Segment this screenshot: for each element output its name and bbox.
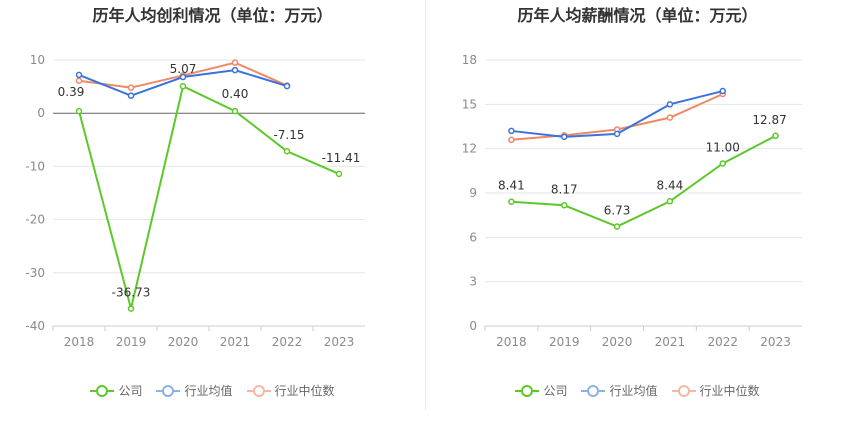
y-tick-label: -30: [25, 266, 45, 280]
x-tick-label: 2022: [707, 335, 738, 349]
legend-label: 公司: [118, 384, 143, 398]
chart-legend: 公司 行业均值 行业中位数: [425, 382, 850, 399]
legend-marker-icon: [246, 384, 271, 398]
x-tick-label: 2020: [602, 335, 633, 349]
salary-chart-svg: 18 15 12 9 6 3 0 2018 2019 2020 2021 2022 2023 8.41 8.…: [462, 53, 802, 349]
legend-item-company[interactable]: 公司: [515, 382, 567, 399]
data-point: [283, 82, 291, 90]
data-point: [127, 92, 135, 99]
legend-label: 行业中位数: [274, 384, 335, 398]
data-point: [719, 87, 726, 95]
series-line-company: [78, 84, 340, 309]
x-tick-label: 2018: [496, 335, 527, 349]
data-point: [666, 114, 674, 121]
x-tick-label: 2019: [549, 335, 580, 349]
legend-item-industry-avg[interactable]: 行业均值: [581, 382, 658, 399]
y-tick-label: 9: [469, 186, 477, 200]
legend-label: 公司: [543, 384, 568, 398]
data-point: [666, 198, 674, 205]
x-tick-label: 2021: [220, 335, 251, 349]
x-tick-label: 2020: [168, 335, 199, 349]
data-label: -36.73: [112, 286, 151, 300]
y-tick-label: 3: [469, 275, 477, 289]
data-point: [75, 77, 83, 84]
chart-title: 历年人均创利情况（单位：万元）: [92, 6, 333, 25]
salary-chart-panel: 历年人均薪酬情况（单位：万元） 18 15 12 9 6 3 0 2018 2019 2020 20…: [425, 0, 850, 437]
legend-marker-icon: [90, 384, 115, 398]
x-tick-label: 2021: [655, 335, 686, 349]
x-tick-label: 2022: [272, 335, 303, 349]
data-label: 5.07: [170, 62, 197, 76]
data-point: [666, 101, 674, 108]
data-label: -11.41: [322, 151, 361, 165]
series-line-company: [511, 134, 777, 228]
data-point: [75, 71, 83, 79]
data-label: 8.41: [498, 179, 525, 193]
data-point: [231, 107, 239, 115]
data-point: [127, 84, 135, 91]
data-point: [508, 198, 515, 205]
data-label: 11.00: [706, 140, 740, 154]
data-point: [561, 202, 568, 209]
data-label: -7.15: [273, 128, 304, 142]
y-tick-label: -20: [25, 213, 45, 227]
data-point: [719, 160, 726, 167]
y-tick-label: 12: [462, 142, 477, 156]
data-point: [561, 133, 568, 141]
data-point: [127, 305, 135, 312]
y-tick-label: 15: [462, 97, 477, 111]
profit-chart-panel: 历年人均创利情况（单位：万元） 10 0 -10 -20 -30 -40 2018 2019 2…: [0, 6, 425, 399]
y-tick-label: 0: [37, 106, 45, 120]
legend-marker-icon: [581, 384, 606, 398]
legend-label: 行业均值: [609, 384, 658, 398]
legend-item-company[interactable]: 公司: [90, 382, 142, 399]
y-tick-label: -40: [25, 319, 45, 333]
data-label: 8.44: [657, 178, 684, 192]
data-label: 6.73: [604, 204, 631, 218]
data-point: [772, 132, 779, 140]
y-tick-label: 0: [469, 319, 477, 333]
data-point: [613, 223, 621, 230]
profit-chart-svg: 10 0 -10 -20 -30 -40 2018 2019 2020 2021 2022 2023 0…: [25, 53, 365, 349]
panel-divider: [425, 0, 426, 410]
data-point: [179, 82, 187, 90]
legend-marker-icon: [156, 384, 181, 398]
data-point: [508, 127, 515, 135]
data-label: 8.17: [551, 182, 578, 196]
y-tick-label: 6: [469, 230, 477, 244]
data-point: [335, 170, 343, 178]
data-point: [179, 73, 187, 81]
legend-item-industry-median[interactable]: 行业中位数: [671, 382, 760, 399]
data-point: [283, 147, 291, 155]
chart-legend: 公司 行业均值 行业中位数: [0, 382, 425, 399]
x-tick-label: 2023: [324, 335, 355, 349]
data-point: [508, 136, 515, 144]
data-point: [231, 66, 239, 74]
data-point: [75, 107, 83, 115]
y-tick-label: -10: [25, 159, 45, 173]
x-tick-label: 2018: [64, 335, 95, 349]
data-label: 12.87: [752, 113, 786, 127]
y-tick-label: 10: [30, 53, 45, 67]
x-tick-label: 2023: [760, 335, 791, 349]
legend-item-industry-median[interactable]: 行业中位数: [246, 382, 335, 399]
legend-marker-icon: [671, 384, 696, 398]
data-label: 0.39: [58, 85, 85, 99]
chart-title: 历年人均薪酬情况（单位：万元）: [517, 6, 758, 25]
y-tick-label: 18: [462, 53, 477, 67]
data-point: [613, 130, 621, 138]
legend-label: 行业均值: [184, 384, 233, 398]
data-label: 0.40: [222, 87, 249, 101]
data-point: [231, 59, 239, 66]
legend-label: 行业中位数: [699, 384, 760, 398]
x-tick-label: 2019: [116, 335, 147, 349]
legend-marker-icon: [515, 384, 540, 398]
legend-item-industry-avg[interactable]: 行业均值: [156, 382, 233, 399]
